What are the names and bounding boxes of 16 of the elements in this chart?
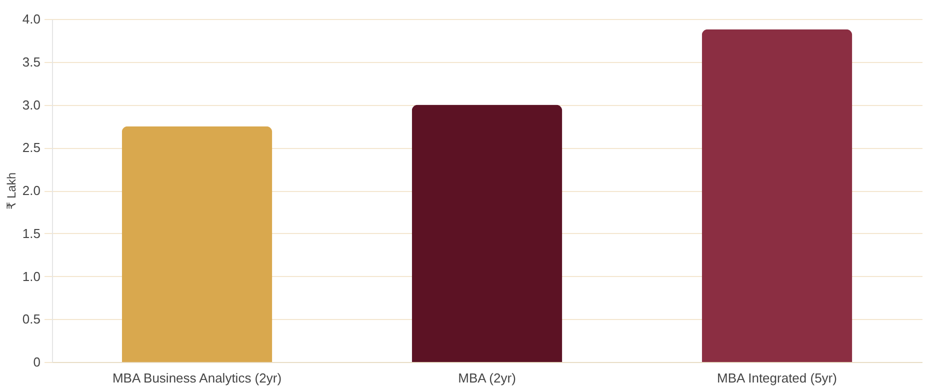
y-tick-label: 1.5	[22, 226, 40, 241]
y-tick-label: 2.0	[22, 183, 40, 198]
y-tick-label: 2.5	[22, 140, 40, 156]
bar	[412, 104, 562, 362]
x-tick-label: MBA Integrated (5yr)	[717, 370, 837, 386]
y-tick-label: 3.0	[22, 97, 40, 112]
x-tick-label: MBA (2yr)	[458, 370, 516, 386]
x-tick-label: MBA Business Analytics (2yr)	[112, 370, 282, 386]
y-axis-title: ₹ Lakh	[4, 172, 18, 210]
bar	[702, 29, 852, 362]
bar	[122, 126, 272, 362]
y-tick-label: 4.0	[22, 12, 40, 26]
y-tick-label: 3.5	[22, 54, 40, 70]
y-tick-label: 0.5	[22, 312, 40, 327]
y-tick-label: 0	[33, 354, 40, 370]
y-tick-label: 1.0	[22, 268, 40, 284]
